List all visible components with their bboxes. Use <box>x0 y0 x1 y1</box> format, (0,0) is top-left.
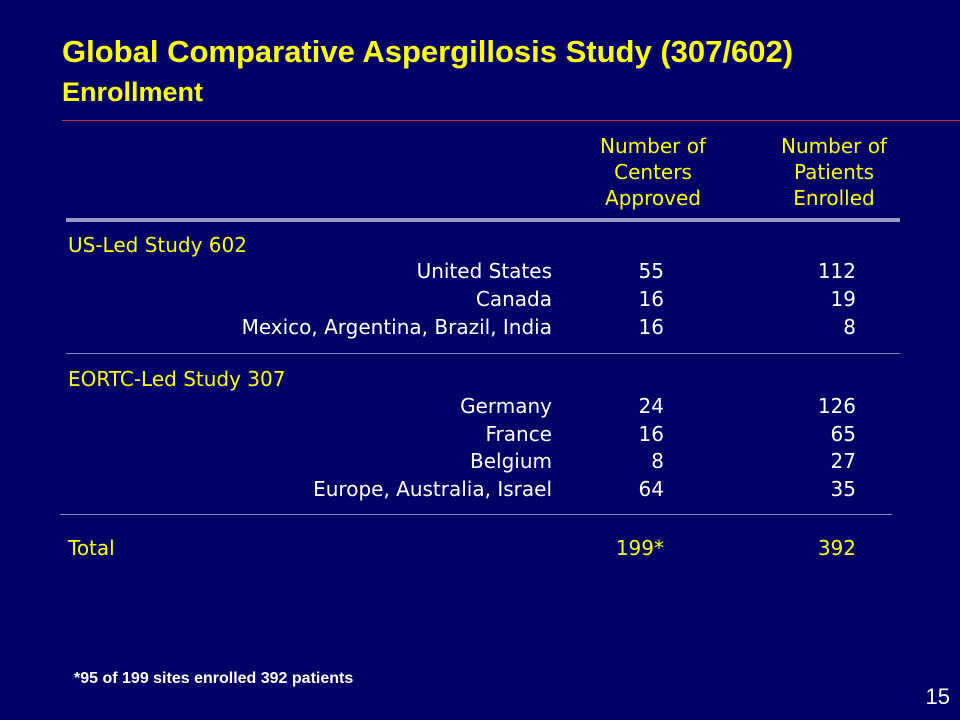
header-divider <box>66 218 900 222</box>
table-row: Germany 24 126 <box>0 393 960 420</box>
title-divider <box>62 120 960 121</box>
row-label: France <box>485 422 552 446</box>
page-number: 15 <box>925 684 950 709</box>
column-header-patients-line-2: Patients <box>793 160 875 184</box>
total-centers: 199* <box>615 536 664 560</box>
row-label: Mexico, Argentina, Brazil, India <box>241 315 552 339</box>
section-divider <box>66 353 900 354</box>
table-row: Canada 16 19 <box>0 286 960 313</box>
section-title-us-led: US-Led Study 602 <box>68 233 247 257</box>
total-patients: 392 <box>817 536 856 560</box>
row-patients: 35 <box>830 477 856 501</box>
column-header-centers-line-3: Approved <box>605 186 701 210</box>
row-label: Canada <box>475 287 552 311</box>
footnote: *95 of 199 sites enrolled 392 patients <box>74 670 354 687</box>
total-label: Total <box>68 536 115 560</box>
row-label: Germany <box>460 394 552 418</box>
row-patients: 126 <box>817 394 856 418</box>
slide-subtitle: Enrollment <box>62 77 204 107</box>
section-title-eortc-led: EORTC-Led Study 307 <box>68 367 286 391</box>
column-header-patients-line-1: Number of <box>781 134 887 158</box>
row-label: United States <box>416 259 552 283</box>
row-patients: 27 <box>830 449 856 473</box>
column-header-centers-line-1: Number of <box>600 134 706 158</box>
row-centers: 55 <box>638 259 664 283</box>
column-header-patients-line-3: Enrolled <box>793 186 875 210</box>
table-row: Belgium 8 27 <box>0 448 960 475</box>
total-row: Total 199* 392 <box>0 535 960 562</box>
row-patients: 112 <box>817 259 856 283</box>
row-patients: 8 <box>843 315 856 339</box>
slide-title: Global Comparative Aspergillosis Study (… <box>62 34 794 69</box>
table-row: France 16 65 <box>0 421 960 448</box>
column-header-centers: Number of Centers Approved <box>568 133 738 211</box>
row-centers: 16 <box>638 287 664 311</box>
row-label: Belgium <box>470 449 552 473</box>
row-centers: 16 <box>638 315 664 339</box>
table-row: United States 55 112 <box>0 258 960 285</box>
column-header-patients: Number of Patients Enrolled <box>749 133 919 211</box>
row-patients: 65 <box>830 422 856 446</box>
total-divider <box>60 514 892 515</box>
row-centers: 8 <box>651 449 664 473</box>
row-patients: 19 <box>830 287 856 311</box>
table-row: Mexico, Argentina, Brazil, India 16 8 <box>0 314 960 341</box>
column-header-centers-line-2: Centers <box>614 160 692 184</box>
row-centers: 24 <box>638 394 664 418</box>
table-row: Europe, Australia, Israel 64 35 <box>0 476 960 503</box>
row-label: Europe, Australia, Israel <box>313 477 552 501</box>
row-centers: 64 <box>638 477 664 501</box>
row-centers: 16 <box>638 422 664 446</box>
